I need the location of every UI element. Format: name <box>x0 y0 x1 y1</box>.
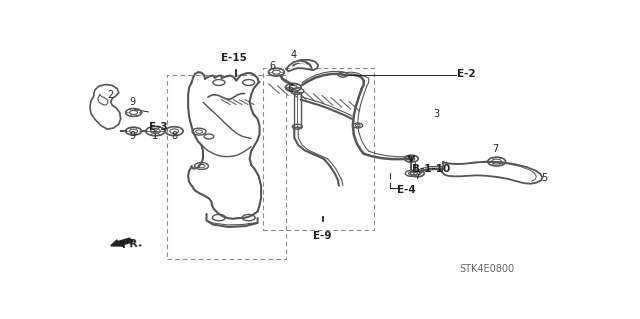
Bar <box>167 75 286 259</box>
Text: B-1-10: B-1-10 <box>412 164 451 174</box>
Bar <box>262 68 374 230</box>
Text: 2: 2 <box>108 90 114 100</box>
Text: 9: 9 <box>129 131 136 141</box>
Text: FR.: FR. <box>122 239 143 250</box>
Text: STK4E0800: STK4E0800 <box>459 264 515 274</box>
Text: E-3: E-3 <box>150 122 168 132</box>
Text: E-4: E-4 <box>397 185 416 195</box>
Text: E-9: E-9 <box>313 231 332 241</box>
Text: 1: 1 <box>152 131 159 141</box>
Text: 8: 8 <box>171 131 177 141</box>
Text: 4: 4 <box>290 50 296 60</box>
Text: 5: 5 <box>541 173 547 183</box>
Text: 3: 3 <box>433 109 439 119</box>
Text: 6: 6 <box>288 84 294 94</box>
Text: 6: 6 <box>269 61 275 71</box>
Text: E-2: E-2 <box>457 69 476 79</box>
Text: 7: 7 <box>414 171 420 181</box>
FancyArrow shape <box>111 238 133 246</box>
Text: E-15: E-15 <box>221 53 246 63</box>
Text: 9: 9 <box>129 97 136 107</box>
Text: 7: 7 <box>493 144 499 154</box>
